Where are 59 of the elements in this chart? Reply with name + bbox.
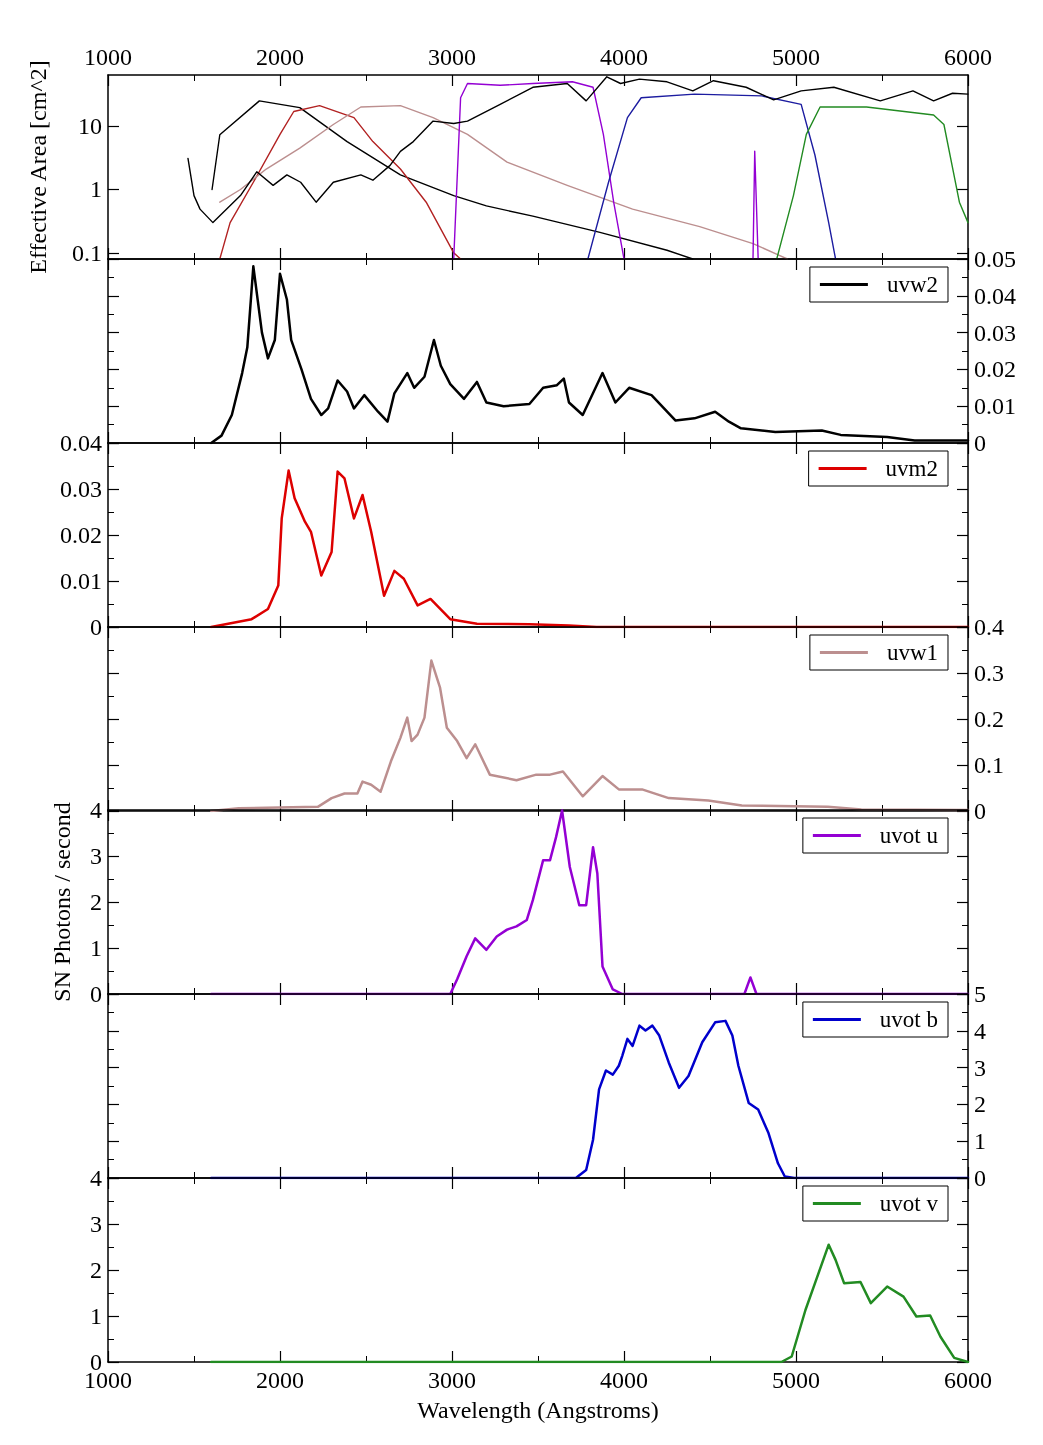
x-tick-label: 5000 [772, 1367, 820, 1394]
y2-tick-label: 0.1 [974, 751, 1004, 778]
y-tick-label: 1 [90, 1303, 102, 1330]
x2-tick-label: 4000 [600, 44, 648, 70]
y2-tick-label: 0.01 [974, 393, 1016, 420]
y2-tick-label: 5 [974, 981, 986, 1008]
line-series [219, 104, 462, 260]
y-tick-label: 4 [90, 797, 102, 824]
y2-tick-label: 4 [974, 1018, 986, 1045]
y2-tick-label: 0.2 [974, 705, 1004, 732]
y-tick-label: 1 [90, 935, 102, 962]
y-tick-label: 3 [90, 843, 102, 870]
x-axis-title: Wavelength (Angstroms) [417, 1397, 659, 1424]
x2-tick-label: 2000 [256, 44, 304, 70]
legend-label: uvm2 [885, 455, 938, 481]
y-axis-title: Effective Area [cm^2] [25, 60, 51, 274]
y2-tick-label: 1 [974, 1128, 986, 1155]
x-tick-label: 4000 [600, 1367, 648, 1394]
x-tick-label: 2000 [256, 1367, 304, 1394]
line-series [587, 93, 837, 260]
line-series [209, 1243, 970, 1364]
y2-tick-label: 0.04 [974, 282, 1016, 309]
y2-tick-label: 3 [974, 1054, 986, 1081]
legend-label: uvw1 [886, 639, 939, 665]
y-tick-label: 2 [90, 1257, 102, 1284]
line-series [776, 106, 969, 260]
y-tick-label: 10 [78, 113, 102, 140]
legend-label: uvot b [879, 1007, 938, 1033]
y-axis-title: SN Photons / second [49, 802, 75, 1003]
x2-tick-label: 6000 [944, 44, 992, 70]
y-tick-label: 0.01 [60, 567, 102, 594]
y-tick-label: 0.03 [60, 475, 102, 502]
y2-tick-label: 0.03 [974, 319, 1016, 346]
y-tick-label: 0 [90, 981, 102, 1008]
y2-tick-label: 0 [974, 429, 986, 456]
y-tick-label: 3 [90, 1211, 102, 1238]
y-tick-label: 4 [90, 1165, 102, 1192]
line-series [219, 104, 789, 260]
y2-tick-label: 0.02 [974, 356, 1016, 383]
y2-tick-label: 0.4 [974, 613, 1004, 640]
y2-tick-label: 0 [974, 1165, 986, 1192]
legend-label: uvot v [879, 1191, 939, 1217]
y-tick-label: 2 [90, 889, 102, 916]
x-tick-label: 3000 [428, 1367, 476, 1394]
x2-tick-label: 5000 [772, 44, 820, 70]
y2-tick-label: 0.3 [974, 659, 1004, 686]
y-tick-label: 1 [90, 176, 102, 203]
y-tick-label: 0.1 [72, 239, 102, 266]
y2-tick-label: 0.05 [974, 245, 1016, 272]
y-tick-label: 0 [90, 613, 102, 640]
y-tick-label: 0.02 [60, 521, 102, 548]
x-tick-label: 6000 [944, 1367, 992, 1394]
legend-label: uvw2 [886, 271, 939, 297]
y2-tick-label: 2 [974, 1091, 986, 1118]
legend-label: uvot u [879, 823, 939, 849]
x2-tick-label: 1000 [84, 44, 132, 70]
y-tick-label: 0.04 [60, 429, 102, 456]
y2-tick-label: 0 [974, 797, 986, 824]
x2-tick-label: 3000 [428, 44, 476, 70]
